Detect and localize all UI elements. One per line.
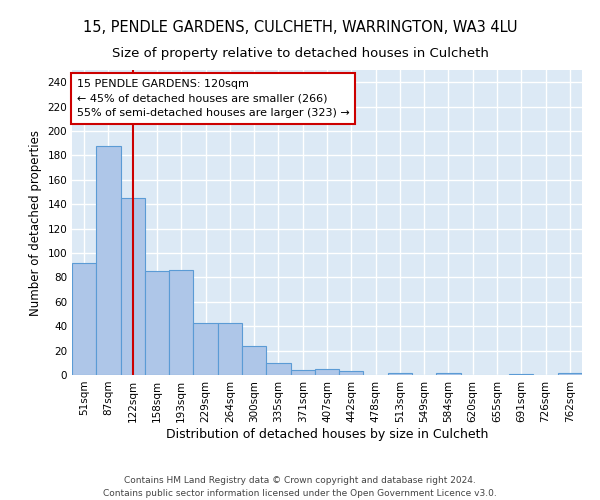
Bar — [242, 346, 266, 375]
Bar — [339, 372, 364, 375]
Bar — [509, 374, 533, 375]
X-axis label: Distribution of detached houses by size in Culcheth: Distribution of detached houses by size … — [166, 428, 488, 440]
Bar — [145, 272, 169, 375]
Bar — [266, 363, 290, 375]
Bar — [290, 370, 315, 375]
Text: Size of property relative to detached houses in Culcheth: Size of property relative to detached ho… — [112, 48, 488, 60]
Bar — [72, 263, 96, 375]
Bar — [193, 322, 218, 375]
Bar — [121, 198, 145, 375]
Bar — [96, 146, 121, 375]
Text: 15, PENDLE GARDENS, CULCHETH, WARRINGTON, WA3 4LU: 15, PENDLE GARDENS, CULCHETH, WARRINGTON… — [83, 20, 517, 35]
Text: 15 PENDLE GARDENS: 120sqm
← 45% of detached houses are smaller (266)
55% of semi: 15 PENDLE GARDENS: 120sqm ← 45% of detac… — [77, 78, 350, 118]
Text: Contains HM Land Registry data © Crown copyright and database right 2024.
Contai: Contains HM Land Registry data © Crown c… — [103, 476, 497, 498]
Bar — [169, 270, 193, 375]
Bar — [388, 372, 412, 375]
Bar — [218, 322, 242, 375]
Bar — [315, 369, 339, 375]
Bar — [436, 372, 461, 375]
Bar — [558, 372, 582, 375]
Y-axis label: Number of detached properties: Number of detached properties — [29, 130, 42, 316]
